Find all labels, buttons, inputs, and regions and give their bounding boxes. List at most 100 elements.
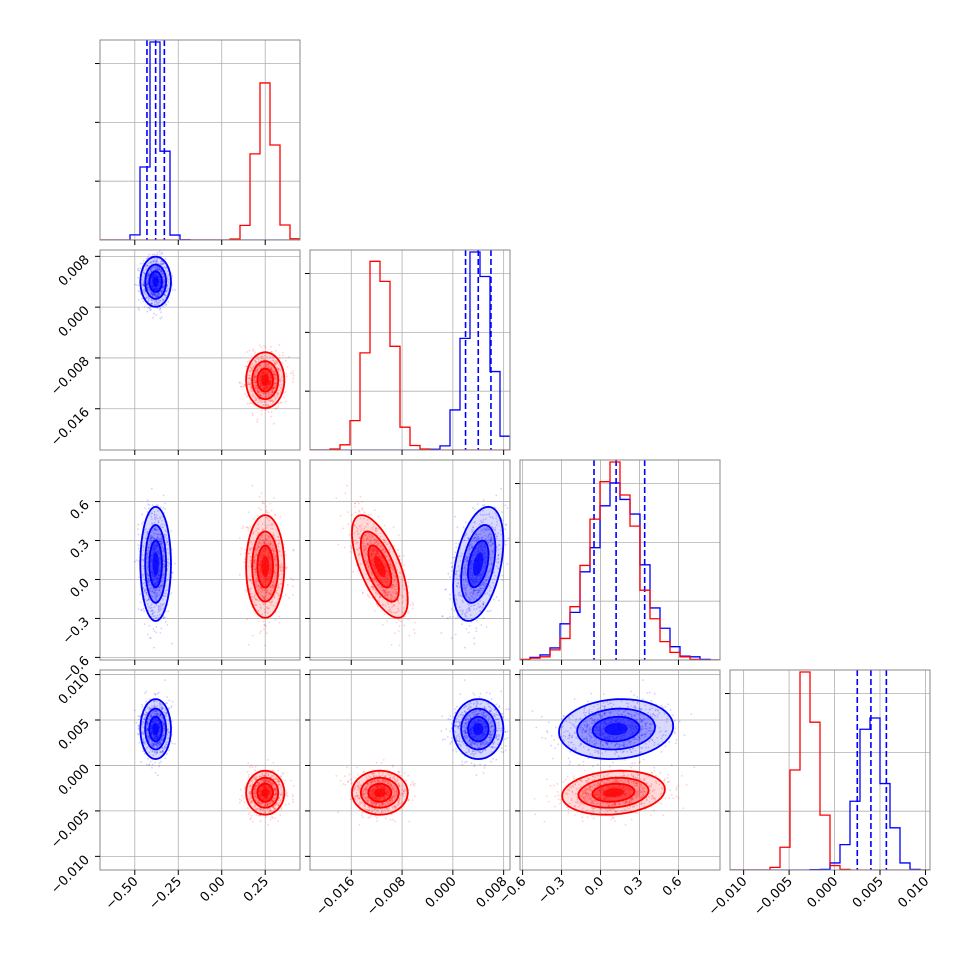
sample-point (267, 536, 270, 539)
sample-point (150, 515, 153, 518)
sample-point (135, 559, 138, 561)
sample-point (253, 381, 256, 384)
sample-point (248, 588, 251, 591)
sample-point (263, 403, 265, 406)
sample-point (152, 612, 154, 614)
sample-point (259, 399, 262, 402)
sample-point (160, 608, 162, 611)
sample-point (143, 272, 146, 275)
sample-point (247, 529, 250, 532)
sample-point (254, 559, 257, 561)
sample-point (154, 294, 157, 296)
sample-point (254, 369, 257, 372)
sample-point (162, 275, 165, 278)
sample-point (150, 512, 153, 515)
sample-point (241, 383, 244, 385)
sample-point (248, 383, 250, 386)
sample-point (274, 378, 277, 381)
sample-point (455, 617, 457, 619)
sample-point (292, 377, 295, 380)
sample-point (261, 404, 264, 406)
sample-point (275, 572, 277, 574)
sample-point (245, 526, 248, 529)
sample-point (162, 598, 164, 601)
sample-point (476, 503, 479, 505)
sample-point (283, 391, 285, 394)
sample-point (270, 523, 273, 526)
sample-point (151, 269, 153, 272)
sample-point (150, 292, 153, 295)
sample-point (156, 509, 159, 512)
sample-point (238, 381, 241, 384)
sample-point (267, 524, 270, 527)
sample-point (146, 283, 149, 286)
sample-point (259, 587, 262, 590)
sample-point (154, 295, 157, 297)
sample-point (272, 387, 275, 390)
sample-point (161, 546, 164, 549)
sample-point (275, 377, 278, 380)
sample-point (259, 393, 261, 396)
sample-point (277, 369, 280, 372)
sample-point (146, 533, 149, 535)
panel-3-3 (730, 670, 930, 870)
sample-point (162, 299, 165, 302)
sample-point (260, 508, 262, 511)
sample-point (254, 566, 257, 568)
sample-point (255, 598, 257, 601)
sample-point (462, 526, 465, 529)
sample-point (137, 267, 140, 270)
sample-point (155, 528, 158, 531)
sample-point (253, 601, 256, 604)
sample-point (150, 290, 152, 293)
sample-point (161, 289, 164, 292)
sample-point (273, 387, 276, 390)
sample-point (255, 371, 257, 373)
sample-point (255, 604, 257, 607)
sample-point (262, 597, 265, 600)
sample-point (160, 262, 163, 265)
sample-point (153, 257, 156, 260)
sample-point (150, 260, 153, 263)
sample-point (148, 625, 151, 627)
sample-point (150, 534, 153, 537)
sample-point (160, 251, 163, 254)
sample-point (159, 586, 161, 589)
sample-point (150, 268, 152, 270)
sample-point (159, 307, 162, 309)
sample-point (161, 603, 164, 606)
sample-point (159, 632, 162, 634)
sample-point (269, 368, 272, 370)
sample-point (268, 621, 270, 624)
sample-point (162, 550, 164, 552)
sample-point (258, 398, 261, 401)
sample-point (143, 582, 146, 584)
sample-point (270, 399, 273, 402)
sample-point (258, 588, 260, 591)
sample-point (267, 404, 270, 407)
sample-point (247, 552, 250, 554)
sample-point (146, 499, 149, 502)
sample-point (160, 543, 162, 545)
sample-point (252, 395, 255, 397)
sample-point (476, 619, 478, 622)
panel-2-1 (310, 460, 510, 660)
sample-point (145, 268, 148, 271)
sample-point (150, 606, 153, 609)
sample-point (142, 536, 145, 539)
sample-point (265, 625, 267, 628)
sample-point (267, 363, 269, 366)
sample-point (266, 598, 269, 600)
sample-point (159, 543, 162, 545)
sample-point (154, 598, 157, 601)
sample-point (142, 582, 145, 585)
sample-point (166, 548, 169, 551)
sample-point (343, 546, 346, 549)
sample-point (260, 413, 263, 416)
sample-point (269, 400, 272, 402)
sample-point (170, 530, 173, 532)
sample-point (154, 529, 157, 531)
sample-point (468, 625, 471, 627)
sample-point (273, 370, 275, 373)
sample-point (267, 391, 270, 394)
